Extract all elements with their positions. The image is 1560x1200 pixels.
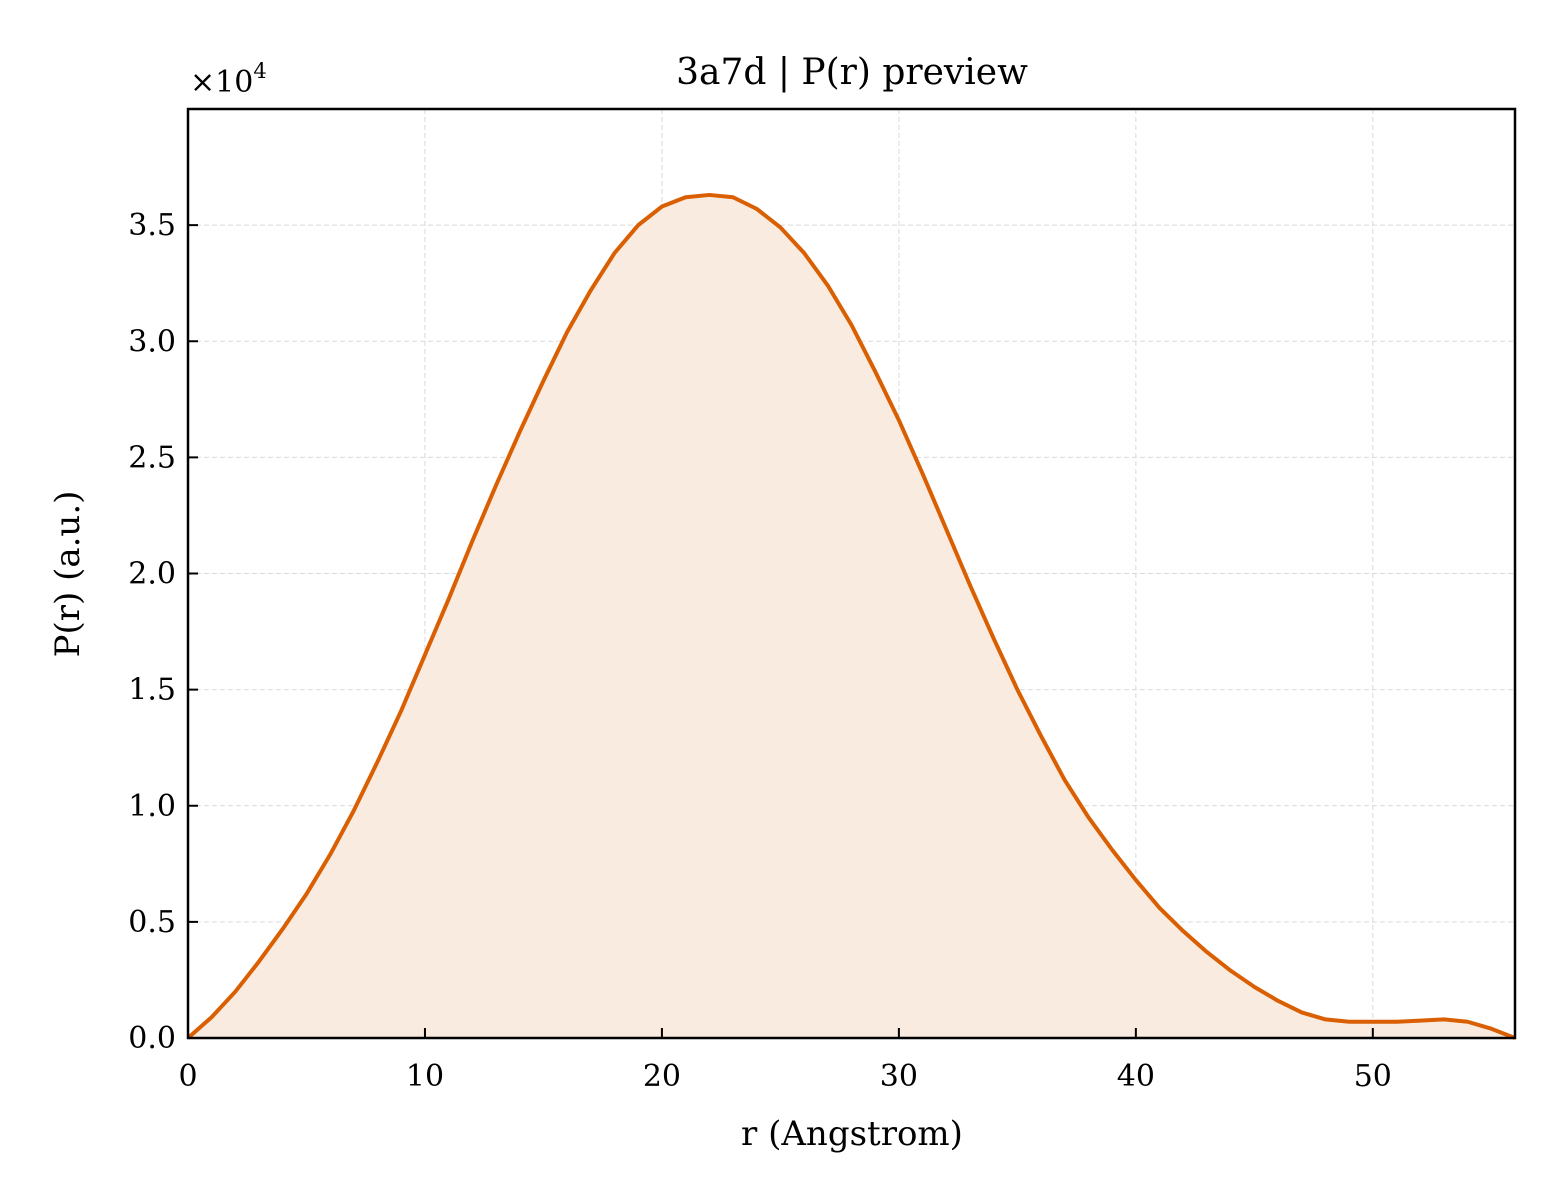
chart-title: 3a7d | P(r) preview: [676, 52, 1028, 93]
area-fill: [188, 194, 1515, 1038]
y-tick-label: 3.5: [128, 208, 176, 243]
y-tick-label: 2.0: [128, 557, 176, 592]
x-tick-label: 50: [1354, 1059, 1392, 1094]
y-multiplier-base: ×10: [190, 65, 253, 100]
y-tick-label: 1.5: [128, 673, 176, 708]
x-tick-label: 20: [643, 1059, 681, 1094]
x-tick-label: 30: [880, 1059, 918, 1094]
y-multiplier-exponent: 4: [253, 59, 266, 83]
x-tick-label: 40: [1117, 1059, 1155, 1094]
y-tick-label: 3.0: [128, 324, 176, 359]
y-tick-label: 2.5: [128, 440, 176, 475]
x-tick-label: 10: [406, 1059, 444, 1094]
ticks: 0 10 20 30 40 50 0.0 0.5 1.0 1.5 2.0 2.5 3.0 3.5: [128, 208, 1392, 1094]
x-tick-label: 0: [178, 1059, 197, 1094]
y-tick-label: 1.0: [128, 789, 176, 824]
y-tick-label: 0.5: [128, 905, 176, 940]
series-line: [186, 192, 1516, 1040]
x-axis-label: r (Angstrom): [741, 1114, 963, 1154]
y-multiplier: ×104: [190, 59, 267, 100]
y-axis-label: P(r) (a.u.): [48, 491, 88, 658]
y-tick-label: 0.0: [128, 1021, 176, 1056]
